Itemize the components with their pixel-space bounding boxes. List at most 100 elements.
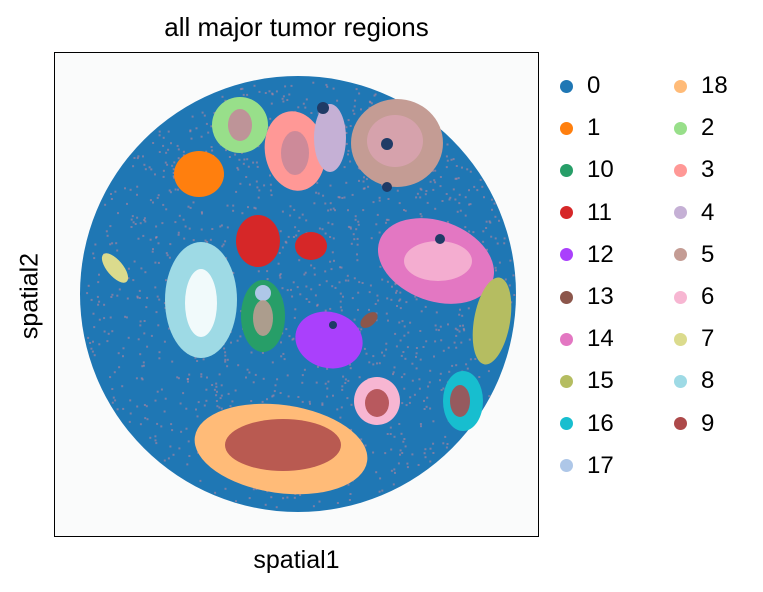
legend-marker <box>560 417 573 431</box>
tissue-speckle <box>341 197 344 199</box>
tissue-speckle <box>415 355 417 358</box>
tissue-speckle <box>287 235 290 238</box>
tissue-speckle <box>386 297 389 300</box>
tissue-speckle <box>362 209 365 212</box>
tissue-speckle <box>226 226 229 229</box>
tissue-speckle <box>414 295 417 298</box>
tissue-speckle <box>103 303 106 306</box>
tissue-speckle <box>235 500 237 503</box>
tissue-speckle <box>344 378 347 381</box>
tissue-speckle <box>112 396 115 399</box>
tissue-speckle <box>347 225 350 228</box>
tissue-speckle <box>237 168 240 171</box>
tissue-speckle <box>283 358 286 361</box>
tissue-speckle <box>133 157 136 159</box>
tissue-speckle <box>454 198 457 201</box>
tissue-speckle <box>141 365 144 368</box>
tissue-speckle <box>92 312 95 315</box>
tissue-speckle <box>423 452 426 455</box>
legend-marker <box>560 332 573 346</box>
tissue-speckle <box>487 370 490 373</box>
tissue-speckle <box>253 206 256 209</box>
tissue-speckle <box>342 295 344 298</box>
tissue-speckle <box>136 185 139 188</box>
tissue-speckle <box>425 340 428 343</box>
tissue-speckle <box>451 364 454 367</box>
tissue-speckle <box>473 185 476 188</box>
tissue-speckle <box>433 179 436 182</box>
tissue-speckle <box>243 158 246 161</box>
tissue-speckle <box>360 328 363 331</box>
tissue-speckle <box>264 92 267 94</box>
region-15 <box>472 277 512 365</box>
tissue-speckle <box>309 402 311 405</box>
tissue-speckle <box>106 340 109 343</box>
tissue-speckle <box>157 261 160 264</box>
tissue-speckle <box>219 225 222 228</box>
tissue-speckle <box>341 385 344 388</box>
tissue-speckle <box>347 149 350 152</box>
region-11 <box>295 232 327 260</box>
tissue-speckle <box>463 329 466 332</box>
tissue-speckle <box>376 294 379 297</box>
tissue-speckle <box>200 373 203 376</box>
tissue-speckle <box>109 316 112 319</box>
tissue-speckle <box>174 221 177 224</box>
tissue-speckle <box>206 241 209 243</box>
tissue-speckle <box>177 377 180 380</box>
tissue-speckle <box>176 376 179 379</box>
tissue-speckle <box>269 117 272 120</box>
tissue-speckle <box>353 238 356 241</box>
tissue-speckle <box>326 85 329 88</box>
tissue-speckle <box>325 280 328 283</box>
tissue-speckle <box>182 154 185 157</box>
tissue-speckle <box>232 272 235 274</box>
tissue-speckle <box>393 435 396 438</box>
tissue-speckle <box>349 160 352 163</box>
tissue-speckle <box>429 180 432 183</box>
tissue-speckle <box>326 387 329 390</box>
tissue-speckle <box>169 243 172 246</box>
tissue-speckle <box>299 494 302 496</box>
tissue-speckle <box>336 408 339 411</box>
tissue-speckle <box>209 238 212 241</box>
tissue-speckle <box>248 183 251 186</box>
tissue-speckle <box>403 373 406 376</box>
tissue-speckle <box>325 83 328 86</box>
legend-item-14: 14 <box>560 322 614 356</box>
tissue-speckle <box>262 377 265 380</box>
tissue-speckle <box>433 355 435 358</box>
lumen <box>381 138 393 150</box>
legend-marker <box>560 248 573 262</box>
tissue-speckle <box>202 358 205 361</box>
tissue-speckle <box>218 406 221 409</box>
tissue-speckle <box>429 369 432 372</box>
legend-label: 13 <box>587 283 614 310</box>
tissue-speckle <box>358 281 361 284</box>
tissue-speckle <box>150 334 153 337</box>
tissue-speckle <box>375 223 378 226</box>
tissue-speckle <box>103 317 106 320</box>
tissue-speckle <box>139 353 142 356</box>
tissue-speckle <box>269 189 272 192</box>
tissue-speckle <box>197 401 200 404</box>
tissue-speckle <box>168 327 171 330</box>
tissue-speckle <box>146 296 149 299</box>
tissue-speckle <box>216 390 218 393</box>
tissue-speckle <box>275 90 278 93</box>
tissue-speckle <box>393 468 396 471</box>
tissue-speckle <box>310 264 313 267</box>
tissue-speckle <box>111 388 114 390</box>
tissue-speckle <box>264 503 267 506</box>
tissue-speckle <box>286 496 289 499</box>
tissue-speckle <box>269 183 272 186</box>
tissue-speckle <box>469 358 472 361</box>
tissue-speckle <box>390 448 393 451</box>
tissue-speckle <box>192 201 195 204</box>
tissue-speckle <box>188 373 191 376</box>
tissue-speckle <box>340 266 343 269</box>
tissue-speckle <box>291 295 294 298</box>
tissue-speckle <box>98 343 101 346</box>
tissue-speckle <box>90 347 93 350</box>
tissue-speckle <box>228 156 231 158</box>
